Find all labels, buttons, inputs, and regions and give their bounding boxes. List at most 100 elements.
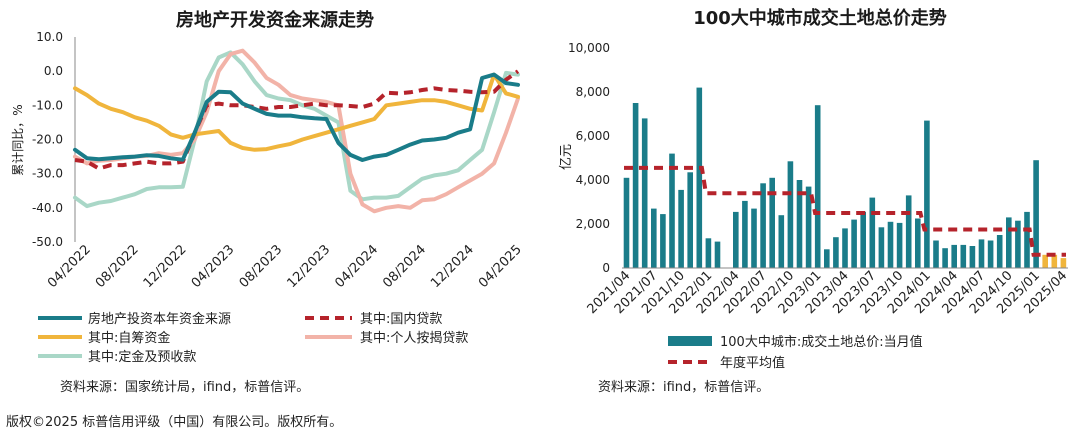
right-y-tick-labels: 10,000 8,000 6,000 4,000 2,000 0 xyxy=(568,41,610,275)
bar-2022/10 xyxy=(787,161,794,268)
legend-swatch-land-value xyxy=(668,336,712,346)
left-y-tick-label: -40.0 xyxy=(32,201,63,215)
right-annual-average-line xyxy=(624,165,1066,257)
bar-2021/05 xyxy=(632,103,639,268)
right-chart: 100大中城市成交土地总价走势 亿元 10,000 8,000 6,000 4,000… xyxy=(559,7,1070,317)
legend-label-domestic-loans: 其中:国内贷款 xyxy=(360,311,442,327)
left-x-tick-label: 12/2023 xyxy=(284,242,333,291)
bar-2022/08 xyxy=(769,177,775,268)
bar-2023/10 xyxy=(896,222,903,268)
bar-2025/02 xyxy=(1042,254,1048,268)
left-x-tick-label: 04/2023 xyxy=(189,242,238,291)
left-x-tick-label: 12/2024 xyxy=(428,242,477,291)
right-legend: 100大中城市:成交土地总价:当月值 年度平均值 xyxy=(668,334,923,371)
right-source-note: 资料来源：ifind，标普信评。 xyxy=(598,380,769,395)
bar-2024/12 xyxy=(1024,211,1030,268)
bar-2023/04 xyxy=(842,228,848,268)
bar-2021/09 xyxy=(669,153,675,268)
bar-2022/02 xyxy=(714,241,721,268)
bar-2021/10 xyxy=(678,189,684,268)
line-series-4 xyxy=(73,50,520,209)
bar-2023/08 xyxy=(878,227,885,268)
left-x-tick-label: 08/2022 xyxy=(93,242,142,291)
copyright-footer: 版权©2025 标普信用评级（中国）有限公司。版权所有。 xyxy=(6,414,342,430)
left-y-tick-label: 0.0 xyxy=(44,64,63,78)
right-y-tick-label: 2,000 xyxy=(576,217,610,231)
left-y-tick-label: 10.0 xyxy=(36,30,63,44)
right-y-tick-label: 10,000 xyxy=(568,41,610,55)
line-series-2 xyxy=(73,72,520,152)
left-chart: 房地产开发资金来源走势 累计同比，% 10.0 0.0 -10.0 -20.0 -30.… xyxy=(11,9,525,291)
bar-2024/10 xyxy=(1006,217,1012,268)
legend-label-self-raised: 其中:自筹资金 xyxy=(88,330,170,346)
left-y-axis-label: 累计同比，% xyxy=(11,104,25,175)
bar-2024/06 xyxy=(969,246,976,268)
bar-2022/07 xyxy=(760,183,766,268)
legend-label-land-value: 100大中城市:成交土地总价:当月值 xyxy=(720,334,923,350)
bar-2021/08 xyxy=(660,214,666,268)
bar-2022/11 xyxy=(796,180,803,268)
bar-2024/08 xyxy=(987,240,994,268)
left-y-tick-label: -20.0 xyxy=(32,133,63,147)
bar-2025/04 xyxy=(1060,258,1067,268)
left-y-tick-labels: 10.0 0.0 -10.0 -20.0 -30.0 -40.0 -50.0 xyxy=(32,30,63,249)
bar-2022/05 xyxy=(742,200,748,268)
bar-2024/07 xyxy=(978,239,985,268)
bar-2024/04 xyxy=(951,244,957,268)
right-x-tick-labels: 2021/042021/072021/102022/012022/042022/… xyxy=(585,268,1071,317)
bar-2022/09 xyxy=(778,215,785,268)
line-series-1 xyxy=(74,69,520,171)
right-y-tick-label: 4,000 xyxy=(576,173,610,187)
left-legend: 房地产投资本年资金来源 其中:国内贷款 其中:自筹资金 其中:个人按揭贷款 其中… xyxy=(38,311,468,365)
left-y-tick-label: -30.0 xyxy=(32,167,63,181)
bar-2023/01 xyxy=(814,105,821,268)
bar-2025/03 xyxy=(1051,254,1058,268)
right-y-tick-label: 8,000 xyxy=(576,85,610,99)
right-y-tick-label: 0 xyxy=(602,261,610,275)
bar-2025/01 xyxy=(1033,160,1039,268)
right-y-axis-label: 亿元 xyxy=(559,144,574,170)
line-series-0 xyxy=(73,72,520,162)
bar-2024/09 xyxy=(996,235,1003,268)
bar-2023/12 xyxy=(915,218,921,268)
bar-2022/01 xyxy=(705,238,712,268)
annual-average-line xyxy=(624,165,1066,257)
bar-2021/11 xyxy=(687,172,693,268)
bar-2022/06 xyxy=(751,208,757,268)
bar-2024/05 xyxy=(960,244,967,268)
line-series-3 xyxy=(73,48,520,214)
legend-label-annual-average: 年度平均值 xyxy=(720,355,785,371)
left-x-tick-label: 04/2024 xyxy=(332,242,381,291)
right-y-tick-label: 6,000 xyxy=(576,129,610,143)
bar-2021/06 xyxy=(641,118,648,269)
bar-2023/03 xyxy=(833,237,839,268)
bar-2024/01 xyxy=(924,120,930,268)
bar-2023/11 xyxy=(905,195,912,268)
legend-label-total-funding: 房地产投资本年资金来源 xyxy=(88,311,231,327)
left-x-tick-label: 12/2022 xyxy=(141,242,190,291)
bar-2024/11 xyxy=(1015,220,1021,268)
left-y-tick-label: -50.0 xyxy=(32,235,63,249)
bar-2022/12 xyxy=(805,186,812,268)
left-chart-title: 房地产开发资金来源走势 xyxy=(176,9,374,31)
left-x-tick-label: 04/2025 xyxy=(476,242,525,291)
left-x-tick-label: 04/2022 xyxy=(45,242,94,291)
right-bars xyxy=(623,87,1067,269)
right-chart-title: 100大中城市成交土地总价走势 xyxy=(693,7,947,29)
left-x-tick-labels: 04/2022 08/2022 12/2022 04/2023 08/2023 12/20… xyxy=(45,242,525,291)
bar-2023/02 xyxy=(824,249,830,268)
legend-label-deposits: 其中:定金及预收款 xyxy=(88,349,196,365)
bar-2021/04 xyxy=(623,177,630,268)
bar-2024/03 xyxy=(942,248,948,268)
bar-2021/12 xyxy=(696,87,703,268)
left-x-tick-label: 08/2023 xyxy=(237,242,286,291)
left-y-tick-label: -10.0 xyxy=(32,98,63,112)
left-source-note: 资料来源：国家统计局，ifind，标普信评。 xyxy=(60,379,309,395)
bar-2022/04 xyxy=(733,211,739,268)
bar-2023/09 xyxy=(887,221,894,268)
left-x-tick-label: 08/2024 xyxy=(380,242,429,291)
bar-2023/06 xyxy=(860,211,866,268)
bar-2023/05 xyxy=(851,219,857,268)
bar-2024/02 xyxy=(933,240,939,268)
